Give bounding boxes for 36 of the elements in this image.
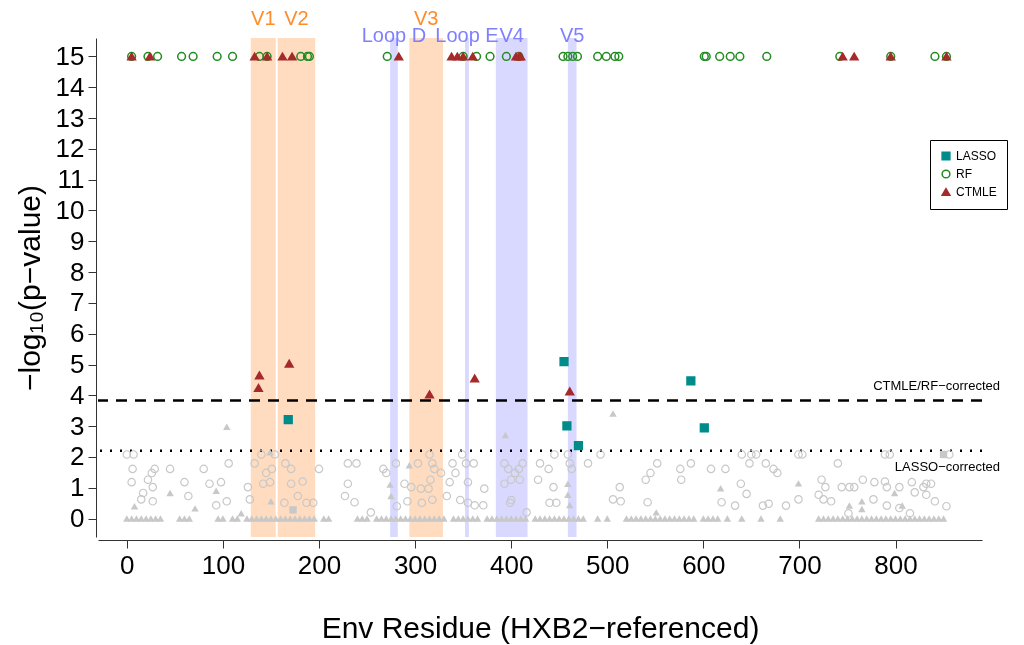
y-tick-label: 4 [70, 379, 85, 410]
x-tick-label: 100 [201, 549, 246, 580]
y-tick-label: 11 [57, 164, 85, 195]
band-label: V5 [559, 24, 585, 46]
y-tick-label: 7 [70, 287, 85, 318]
y-tick-label: 5 [70, 349, 85, 380]
x-tick-label: 600 [682, 549, 726, 580]
y-tick-label: 14 [55, 71, 85, 102]
x-tick-label: 300 [393, 549, 438, 580]
band-label: V4 [499, 24, 524, 46]
y-tick-label: 15 [55, 40, 85, 71]
x-tick-label: 500 [586, 549, 630, 580]
y-tick-label: 9 [70, 225, 85, 256]
ref-line-label: CTMLE/RF−corrected [873, 377, 1000, 393]
y-tick-label: 3 [70, 410, 85, 441]
ref-line-label: LASSO−corrected [894, 458, 1000, 474]
x-tick-label: 200 [297, 549, 342, 580]
y-tick-label: 8 [70, 256, 85, 287]
y-tick-label: 10 [55, 194, 85, 225]
y-tick-label: 13 [55, 102, 85, 133]
band-label: V2 [284, 7, 309, 29]
y-tick-label: 1 [70, 472, 85, 503]
x-tick-label: 0 [120, 549, 135, 580]
x-tick-label: 700 [778, 549, 822, 580]
y-tick-label: 12 [55, 133, 85, 164]
x-axis-title: Env Residue (HXB2−referenced) [321, 610, 760, 644]
y-axis-title: −log₁₀(p−value) [12, 184, 46, 392]
legend-label: LASSO [956, 149, 997, 163]
y-tick-label: 2 [70, 441, 85, 472]
y-tick-label: 0 [70, 503, 85, 534]
x-tick-label: 800 [874, 549, 918, 580]
band-label: V1 [251, 7, 276, 29]
legend-label: RF [956, 167, 972, 181]
legend-label: CTMLE [956, 185, 997, 199]
y-tick-label: 6 [70, 318, 85, 349]
x-tick-label: 400 [489, 549, 534, 580]
